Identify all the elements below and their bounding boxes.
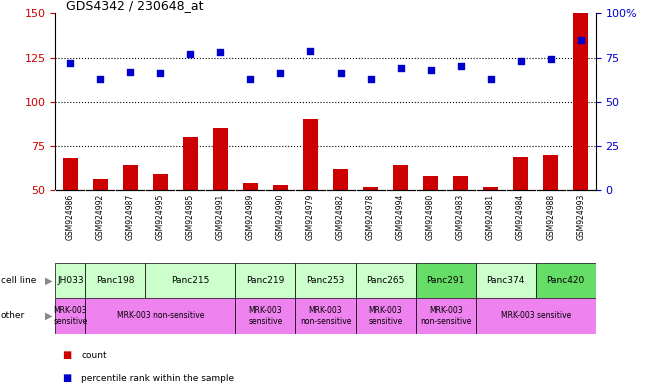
Text: GSM924991: GSM924991	[216, 194, 225, 240]
Text: GSM924987: GSM924987	[126, 194, 135, 240]
Point	[516, 58, 526, 64]
Text: MRK-003
non-sensitive: MRK-003 non-sensitive	[420, 306, 471, 326]
Point	[155, 70, 165, 76]
Bar	[513, 157, 528, 278]
Bar	[423, 176, 438, 278]
Text: MRK-003
sensitive: MRK-003 sensitive	[53, 306, 87, 326]
Text: MRK-003 non-sensitive: MRK-003 non-sensitive	[117, 311, 204, 320]
Point	[186, 51, 196, 57]
Text: GSM924986: GSM924986	[66, 194, 75, 240]
Bar	[476, 298, 596, 334]
Text: Panc253: Panc253	[307, 276, 344, 285]
Point	[546, 56, 556, 63]
Bar	[85, 263, 145, 298]
Bar	[85, 298, 236, 334]
Bar	[543, 155, 558, 278]
Text: MRK-003
sensitive: MRK-003 sensitive	[248, 306, 283, 326]
Bar	[55, 263, 85, 298]
Text: GSM924994: GSM924994	[396, 194, 405, 240]
Point	[215, 49, 226, 55]
Text: GSM924988: GSM924988	[546, 194, 555, 240]
Bar	[236, 298, 296, 334]
Bar	[236, 263, 296, 298]
Text: GSM924982: GSM924982	[336, 194, 345, 240]
Point	[575, 37, 586, 43]
Bar	[573, 13, 588, 278]
Text: GSM924978: GSM924978	[366, 194, 375, 240]
Text: GSM924993: GSM924993	[576, 194, 585, 240]
Text: ▶: ▶	[44, 275, 52, 285]
Text: Panc219: Panc219	[246, 276, 284, 285]
Text: GDS4342 / 230648_at: GDS4342 / 230648_at	[66, 0, 204, 12]
Point	[425, 67, 436, 73]
Text: ▶: ▶	[44, 311, 52, 321]
Bar	[415, 263, 476, 298]
Bar	[296, 263, 355, 298]
Bar	[453, 176, 468, 278]
Bar	[55, 298, 85, 334]
Text: Panc420: Panc420	[547, 276, 585, 285]
Point	[365, 76, 376, 82]
Text: GSM924984: GSM924984	[516, 194, 525, 240]
Point	[65, 60, 76, 66]
Text: Panc291: Panc291	[426, 276, 465, 285]
Bar	[273, 185, 288, 278]
Bar	[476, 263, 536, 298]
Text: MRK-003
sensitive: MRK-003 sensitive	[368, 306, 403, 326]
Bar	[355, 298, 415, 334]
Text: Panc215: Panc215	[171, 276, 210, 285]
Point	[275, 70, 286, 76]
Point	[395, 65, 406, 71]
Text: GSM924985: GSM924985	[186, 194, 195, 240]
Text: cell line: cell line	[1, 276, 36, 285]
Bar	[393, 166, 408, 278]
Bar	[483, 187, 498, 278]
Bar	[93, 179, 108, 278]
Point	[125, 69, 135, 75]
Bar	[333, 169, 348, 278]
Bar	[415, 298, 476, 334]
Point	[245, 76, 256, 82]
Text: ■: ■	[62, 373, 71, 383]
Text: GSM924992: GSM924992	[96, 194, 105, 240]
Bar	[355, 263, 415, 298]
Text: MRK-003 sensitive: MRK-003 sensitive	[501, 311, 571, 320]
Bar	[63, 158, 78, 278]
Text: percentile rank within the sample: percentile rank within the sample	[81, 374, 234, 383]
Bar	[213, 128, 228, 278]
Bar	[363, 187, 378, 278]
Bar	[183, 137, 198, 278]
Bar	[123, 166, 138, 278]
Text: GSM924995: GSM924995	[156, 194, 165, 240]
Text: GSM924990: GSM924990	[276, 194, 285, 240]
Point	[305, 48, 316, 54]
Bar	[145, 263, 236, 298]
Point	[335, 70, 346, 76]
Text: GSM924980: GSM924980	[426, 194, 435, 240]
Text: GSM924981: GSM924981	[486, 194, 495, 240]
Point	[95, 76, 105, 82]
Text: JH033: JH033	[57, 276, 84, 285]
Point	[456, 63, 466, 70]
Text: count: count	[81, 351, 107, 360]
Bar	[243, 183, 258, 278]
Text: MRK-003
non-sensitive: MRK-003 non-sensitive	[300, 306, 351, 326]
Text: GSM924979: GSM924979	[306, 194, 315, 240]
Bar	[153, 174, 168, 278]
Text: GSM924983: GSM924983	[456, 194, 465, 240]
Bar	[536, 263, 596, 298]
Text: Panc198: Panc198	[96, 276, 135, 285]
Point	[486, 76, 496, 82]
Bar	[296, 298, 355, 334]
Text: Panc265: Panc265	[367, 276, 405, 285]
Bar	[303, 119, 318, 278]
Text: ■: ■	[62, 350, 71, 360]
Text: Panc374: Panc374	[486, 276, 525, 285]
Text: GSM924989: GSM924989	[246, 194, 255, 240]
Text: other: other	[1, 311, 25, 320]
